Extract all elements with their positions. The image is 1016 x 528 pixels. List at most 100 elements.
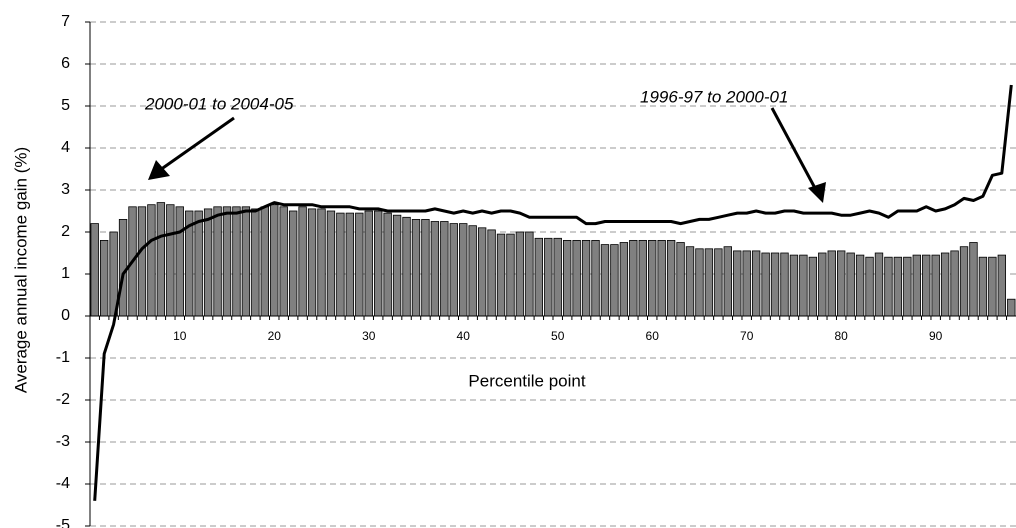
- bar: [544, 237, 553, 317]
- bar: [383, 212, 392, 317]
- bar: [326, 210, 336, 317]
- bar: [610, 244, 619, 317]
- bar: [638, 239, 647, 317]
- bar: [912, 254, 921, 317]
- bar: [789, 254, 799, 317]
- bar: [260, 206, 269, 317]
- bar: [931, 254, 940, 317]
- bar: [581, 239, 591, 317]
- bar: [950, 250, 959, 317]
- bar: [487, 229, 496, 317]
- x-tick-label: 70: [740, 329, 754, 343]
- bar: [1007, 298, 1016, 317]
- y-tick-label: 7: [61, 13, 70, 30]
- bar: [799, 254, 808, 317]
- bar: [969, 242, 978, 317]
- bar: [893, 256, 903, 317]
- x-tick-label: 20: [268, 329, 282, 343]
- bar: [959, 246, 969, 317]
- bar: [298, 206, 307, 317]
- y-tick-label: 0: [61, 307, 70, 324]
- bar: [751, 250, 761, 317]
- y-axis-label: Average annual income gain (%): [11, 147, 30, 393]
- bar: [884, 256, 893, 317]
- bar: [553, 237, 562, 317]
- bar: [808, 256, 818, 317]
- bar: [525, 231, 534, 317]
- bar: [534, 237, 544, 317]
- bar: [761, 252, 770, 317]
- y-tick-label: 4: [61, 139, 70, 156]
- y-tick-label: 1: [61, 265, 70, 282]
- y-tick-label: 3: [61, 181, 70, 198]
- bar: [874, 252, 884, 317]
- bar: [336, 212, 345, 317]
- bar: [619, 242, 629, 317]
- bar: [288, 210, 298, 317]
- bar: [307, 208, 317, 317]
- x-tick-label: 40: [457, 329, 471, 343]
- bar: [600, 244, 610, 317]
- bar: [780, 252, 789, 317]
- bar: [572, 239, 581, 317]
- bar: [742, 250, 751, 317]
- bar: [430, 221, 440, 317]
- annotation-arrows: [148, 107, 826, 203]
- arrow-line: [770, 107, 818, 191]
- bar: [997, 254, 1007, 317]
- bar: [685, 246, 695, 317]
- annotation: 2000-01 to 2004-05: [144, 94, 294, 113]
- bar: [241, 206, 251, 317]
- bar: [714, 248, 723, 317]
- bar: [940, 252, 950, 317]
- bar: [99, 239, 109, 317]
- arrow-head: [148, 160, 170, 180]
- bar: [90, 223, 99, 317]
- y-tick-label: 2: [61, 223, 70, 240]
- bar: [175, 206, 184, 317]
- bar: [232, 206, 241, 317]
- bar: [591, 239, 600, 317]
- bar: [723, 246, 732, 317]
- x-tick-label: 10: [173, 329, 187, 343]
- bar: [922, 254, 931, 317]
- bar: [402, 216, 411, 317]
- x-tick-label: 30: [362, 329, 376, 343]
- line: [93, 84, 1013, 501]
- bar: [270, 204, 279, 317]
- bar: [194, 210, 203, 317]
- bar: [506, 233, 515, 317]
- bar: [695, 248, 704, 317]
- bar: [392, 214, 402, 317]
- bar: [770, 252, 780, 317]
- y-tick-label: 5: [61, 97, 70, 114]
- bar: [166, 204, 175, 317]
- bar: [496, 233, 506, 317]
- y-tick-label: 6: [61, 55, 70, 72]
- bar: [421, 218, 430, 317]
- bar: [345, 212, 355, 317]
- y-tick-label: -5: [56, 517, 70, 528]
- bar: [648, 239, 657, 317]
- bar: [477, 227, 487, 317]
- bar: [374, 210, 383, 317]
- bar: [855, 254, 865, 317]
- annotation: 1996-97 to 2000-01: [640, 87, 788, 106]
- bar: [364, 210, 373, 317]
- bar: [156, 202, 166, 317]
- bar: [629, 239, 638, 317]
- bar: [666, 239, 676, 317]
- bar: [865, 256, 874, 317]
- bar: [317, 208, 326, 317]
- bar: [355, 212, 364, 317]
- bar: [818, 252, 827, 317]
- bar: [657, 239, 666, 317]
- arrow-line: [159, 116, 235, 172]
- bar: [562, 239, 572, 317]
- bar: [704, 248, 714, 317]
- bar: [846, 252, 855, 317]
- y-tick-label: -2: [56, 391, 70, 408]
- x-tick-label: 50: [551, 329, 565, 343]
- bar: [459, 223, 468, 317]
